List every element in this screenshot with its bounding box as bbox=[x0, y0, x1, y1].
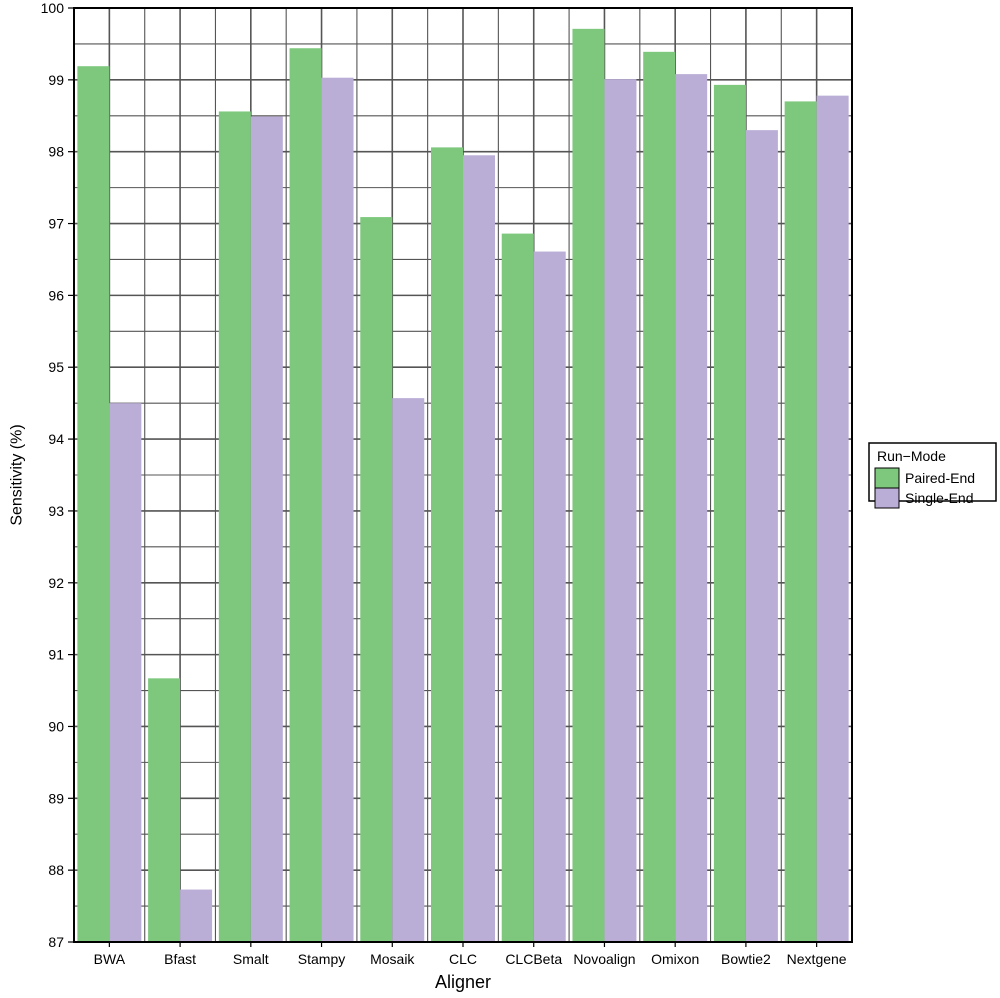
y-tick-label: 91 bbox=[48, 647, 64, 663]
bar-stampy-paired-end: Stampy / Paired-End: 99.44 bbox=[289, 48, 322, 943]
x-tick-label: Stampy bbox=[298, 951, 345, 967]
x-tick-label: BWA bbox=[94, 951, 126, 967]
legend-swatch-paired-end bbox=[874, 467, 900, 489]
bars: BWA / Paired-End: 99.19BWA / Single-End:… bbox=[77, 28, 849, 943]
x-axis-title: Aligner bbox=[435, 972, 491, 992]
y-tick-label: 88 bbox=[48, 862, 64, 878]
bar-clc-single-end: CLC / Single-End: 97.95 bbox=[463, 155, 495, 943]
y-tick-label: 89 bbox=[48, 790, 64, 806]
y-axis: 87 88 89 90 91 92 93 94 95 96 97 98 99 100 bbox=[41, 0, 74, 950]
y-tick-label: 97 bbox=[48, 216, 64, 232]
bar-omixon-paired-end: Omixon / Paired-End: 99.39 bbox=[643, 51, 676, 942]
x-axis: BWA Bfast Smalt Stampy Mosaik CLC CLCBeta Novoa… bbox=[94, 942, 847, 967]
legend-swatch-single-end bbox=[874, 487, 900, 509]
bar-nextgene-paired-end: Nextgene / Paired-End: 98.7 bbox=[784, 101, 817, 942]
bar-bfast-paired-end: Bfast / Paired-End: 90.67 bbox=[148, 678, 181, 942]
x-tick-label: CLCBeta bbox=[505, 951, 562, 967]
bar-clcbeta-paired-end: CLCBeta / Paired-End: 96.86 bbox=[501, 233, 534, 942]
bar-novoalign-paired-end: Novoalign / Paired-End: 99.71 bbox=[572, 28, 605, 942]
y-tick-label: 100 bbox=[41, 0, 65, 16]
bar-bwa-paired-end: BWA / Paired-End: 99.19 bbox=[77, 66, 110, 943]
x-tick-label: Bowtie2 bbox=[721, 951, 771, 967]
y-tick-label: 96 bbox=[48, 287, 64, 303]
bar-smalt-single-end: Smalt / Single-End: 98.49 bbox=[250, 116, 283, 943]
y-tick-label: 99 bbox=[48, 72, 64, 88]
x-tick-label: Nextgene bbox=[787, 951, 847, 967]
x-tick-label: CLC bbox=[449, 951, 477, 967]
bar-bfast-single-end: Bfast / Single-End: 87.73 bbox=[180, 889, 213, 942]
bar-bowtie2-single-end: Bowtie2 / Single-End: 98.3 bbox=[745, 130, 778, 943]
bar-clc-paired-end: CLC / Paired-End: 98.06 bbox=[431, 147, 463, 943]
x-tick-label: Omixon bbox=[651, 951, 699, 967]
y-tick-label: 95 bbox=[48, 359, 64, 375]
x-tick-label: Smalt bbox=[233, 951, 269, 967]
y-tick-label: 90 bbox=[48, 718, 64, 734]
bar-mosaik-single-end: Mosaik / Single-End: 94.57 bbox=[392, 398, 425, 942]
x-tick-label: Bfast bbox=[164, 951, 196, 967]
y-tick-label: 93 bbox=[48, 503, 64, 519]
x-tick-label: Novoalign bbox=[573, 951, 635, 967]
bar-smalt-paired-end: Smalt / Paired-End: 98.56 bbox=[218, 111, 251, 943]
legend-label-paired-end: Paired-End bbox=[905, 470, 975, 486]
x-tick-label: Mosaik bbox=[370, 951, 415, 967]
bar-bwa-single-end: BWA / Single-End: 94.5 bbox=[109, 403, 142, 943]
y-tick-label: 92 bbox=[48, 575, 64, 591]
legend: Run−Mode Paired-End Single-End bbox=[868, 442, 997, 509]
y-tick-label: 98 bbox=[48, 144, 64, 160]
y-tick-label: 94 bbox=[48, 431, 64, 447]
bar-novoalign-single-end: Novoalign / Single-End: 99.01 bbox=[604, 79, 637, 943]
legend-title: Run−Mode bbox=[877, 448, 946, 464]
bar-nextgene-single-end: Nextgene / Single-End: 98.78 bbox=[816, 95, 849, 943]
y-tick-label: 87 bbox=[48, 934, 64, 950]
legend-label-single-end: Single-End bbox=[905, 490, 974, 506]
bar-omixon-single-end: Omixon / Single-End: 99.08 bbox=[675, 74, 708, 943]
bar-clcbeta-single-end: CLCBeta / Single-End: 96.61 bbox=[533, 251, 566, 942]
bar-stampy-single-end: Stampy / Single-End: 99.03 bbox=[321, 77, 354, 942]
bar-bowtie2-paired-end: Bowtie2 / Paired-End: 98.93 bbox=[713, 84, 746, 943]
bar-mosaik-paired-end: Mosaik / Paired-End: 97.09 bbox=[360, 217, 393, 942]
y-axis-title: Sensitivity (%) bbox=[9, 424, 26, 525]
